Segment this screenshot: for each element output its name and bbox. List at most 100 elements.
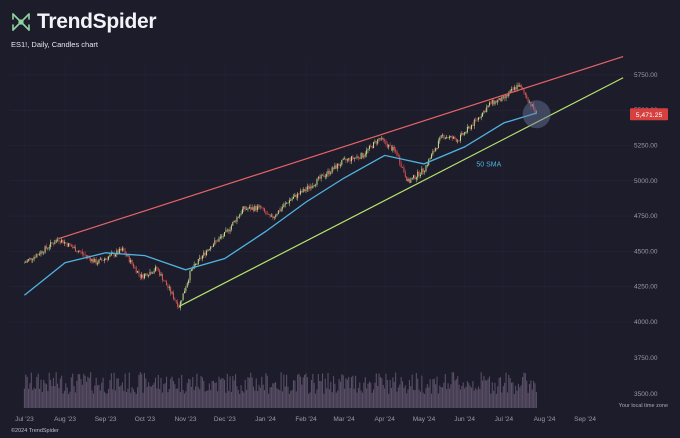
volume-bar — [29, 383, 31, 408]
y-tick-label: 5000.00 — [634, 178, 658, 185]
candle-body — [229, 229, 231, 232]
y-tick-label: 4750.00 — [634, 213, 658, 220]
candle-body — [533, 104, 535, 110]
volume-bar — [415, 372, 417, 408]
volume-bar — [413, 389, 415, 408]
volume-bar — [101, 382, 103, 408]
volume-bar — [163, 384, 165, 408]
volume-bar — [132, 389, 134, 408]
candle-body — [163, 280, 165, 282]
volume-bar — [175, 388, 177, 408]
volume-bar — [124, 373, 126, 408]
volume-bar — [84, 375, 86, 408]
candle-body — [166, 281, 168, 286]
volume-bar — [200, 376, 202, 408]
volume-bar — [128, 372, 130, 408]
volume-bar — [114, 390, 117, 408]
volume-bar — [43, 379, 45, 408]
volume-bar — [237, 390, 239, 408]
volume-bar — [119, 386, 121, 408]
candle-body — [196, 263, 198, 265]
volume-bar — [225, 392, 227, 408]
volume-bar — [270, 387, 272, 408]
candle-body — [501, 96, 503, 102]
volume-bar — [210, 390, 212, 408]
support-trendline — [178, 77, 624, 308]
volume-tick-label: 3750.00 — [634, 355, 658, 362]
candle-body — [74, 247, 76, 252]
candle-body — [215, 240, 217, 242]
volume-bar — [504, 382, 506, 408]
candle-body — [101, 258, 103, 261]
candle-body — [255, 206, 257, 210]
last-price-label: 5,471.25 — [636, 112, 663, 119]
volume-bar — [258, 384, 260, 408]
volume-bar — [116, 378, 118, 408]
x-tick-label: Aug '24 — [534, 416, 556, 423]
candle-body — [526, 95, 528, 99]
volume-bar — [461, 385, 463, 408]
candle-body — [52, 243, 54, 245]
candle-body — [240, 213, 242, 215]
volume-bar — [426, 384, 428, 408]
candle-body — [495, 101, 497, 103]
candle-body — [444, 137, 446, 139]
candle-body — [480, 116, 482, 118]
volume-bar — [499, 376, 502, 408]
candle-body — [511, 89, 513, 91]
volume-bar — [181, 374, 183, 408]
candle-body — [484, 110, 486, 113]
candle-body — [302, 189, 304, 193]
highlight-layer — [522, 100, 551, 129]
candle-body — [30, 258, 32, 261]
volume-bar — [288, 393, 290, 408]
last-price-badge — [630, 108, 668, 121]
volume-bar — [150, 386, 152, 408]
candle-body — [440, 135, 442, 138]
volume-bar — [265, 373, 267, 408]
y-axis-ticks: 4000.00 4250.00 4500.00 4750.00 5000.00 5250.… — [634, 72, 658, 398]
y-tick-label: 4500.00 — [634, 248, 658, 255]
candle-body — [197, 258, 199, 264]
volume-bar — [113, 372, 115, 408]
candle-body — [62, 239, 64, 244]
candle-body — [159, 270, 161, 276]
candle-body — [190, 269, 192, 271]
candle-body — [63, 242, 65, 244]
candle-body — [479, 117, 481, 119]
candle-body — [77, 251, 79, 253]
volume-bar — [235, 374, 237, 408]
volume-bar — [524, 373, 526, 408]
volume-bar — [166, 376, 168, 408]
candle-body — [117, 250, 119, 254]
candle-body — [185, 287, 187, 292]
volume-bar — [493, 390, 495, 408]
candle-body — [432, 151, 434, 155]
volume-bar — [470, 387, 473, 408]
candle-body — [364, 154, 366, 156]
volume-bar — [28, 388, 30, 408]
candle-body — [37, 254, 39, 256]
candle-body — [313, 185, 315, 187]
candle-body — [333, 167, 335, 170]
candle-body — [515, 87, 517, 90]
candle-body — [393, 146, 395, 150]
volume-bar — [487, 378, 489, 408]
candle-body — [156, 266, 158, 269]
volume-bar — [360, 390, 362, 408]
volume-bar — [255, 378, 257, 408]
volume-bar — [495, 393, 497, 408]
volume-bar — [330, 381, 332, 408]
volume-bar — [305, 373, 307, 408]
volume-bar — [389, 379, 391, 408]
volume-bar — [447, 383, 449, 408]
volume-bar — [292, 380, 295, 408]
x-tick-label: Jun '24 — [454, 416, 475, 423]
candle-body — [199, 257, 201, 259]
volume-bar — [382, 384, 384, 408]
volume-bar — [248, 377, 250, 408]
volume-bar — [63, 390, 65, 408]
volume-bar — [436, 376, 438, 408]
volume-bar — [98, 384, 100, 408]
